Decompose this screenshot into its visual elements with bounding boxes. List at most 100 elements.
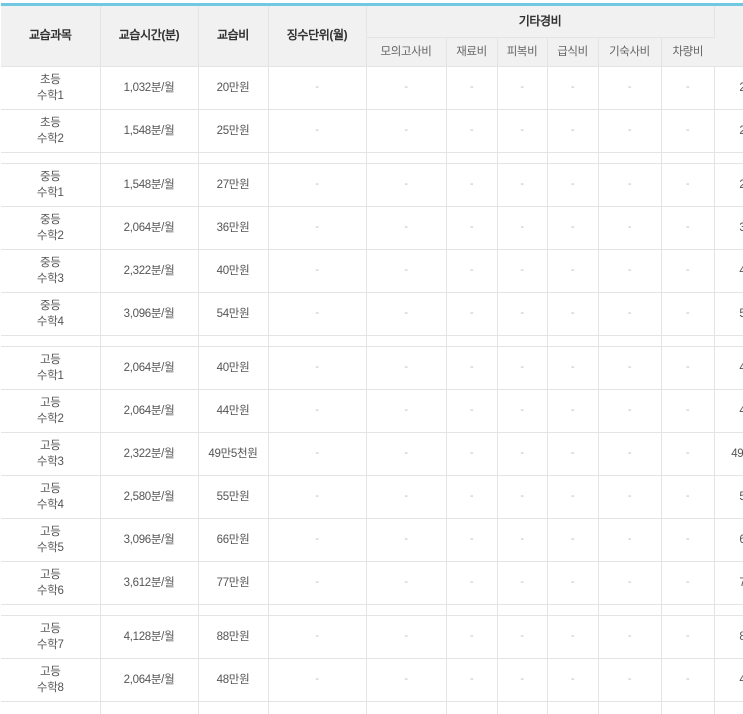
cell-unit: - (268, 109, 367, 153)
group-separator-cell (547, 152, 599, 164)
group-separator-row (1, 604, 743, 616)
cell-uniform-fee: - (497, 163, 548, 207)
cell-vehicle-fee: - (661, 109, 715, 153)
cell-vehicle-fee: - (661, 389, 715, 433)
group-separator-cell (366, 152, 447, 164)
cell-material-fee: - (446, 249, 498, 293)
cell-vehicle-fee: - (661, 658, 715, 702)
cell-material-fee: - (446, 389, 498, 433)
cell-vehicle-fee: - (661, 432, 715, 476)
group-separator-cell (100, 335, 199, 347)
cell-unit: - (268, 389, 367, 433)
cell-hours: 2,322분/월 (100, 249, 199, 293)
cell-unit: - (268, 518, 367, 562)
cell-uniform-fee: - (497, 432, 548, 476)
group-separator-cell (497, 335, 548, 347)
cell-vehicle-fee: - (661, 292, 715, 336)
tuition-fee-table: 교습과목 교습시간(분) 교습비 징수단위(월) 기타경비 합계 모의고사비 재… (1, 3, 743, 714)
cell-subject: 고등 수학3 (1, 432, 101, 476)
cell-material-fee: - (446, 206, 498, 250)
cell-meal-fee: - (547, 475, 599, 519)
column-header-meal-fee: 급식비 (547, 37, 599, 67)
cell-uniform-fee: - (497, 658, 548, 702)
group-separator-cell (198, 152, 269, 164)
cell-subject: 중등 수학4 (1, 292, 101, 336)
cell-dormitory-fee: - (598, 292, 662, 336)
table-cell-partial (661, 701, 715, 714)
cell-uniform-fee: - (497, 109, 548, 153)
cell-uniform-fee: - (497, 475, 548, 519)
cell-mock-exam-fee: - (366, 658, 447, 702)
cell-meal-fee: - (547, 66, 599, 110)
cell-meal-fee: - (547, 615, 599, 659)
cell-total: 44만원 (714, 389, 743, 433)
cell-vehicle-fee: - (661, 249, 715, 293)
cell-mock-exam-fee: - (366, 475, 447, 519)
cell-unit: - (268, 432, 367, 476)
cell-subject: 고등 수학7 (1, 615, 101, 659)
cell-material-fee: - (446, 561, 498, 605)
cell-unit: - (268, 292, 367, 336)
cell-meal-fee: - (547, 109, 599, 153)
cell-vehicle-fee: - (661, 615, 715, 659)
cell-meal-fee: - (547, 292, 599, 336)
cell-uniform-fee: - (497, 292, 548, 336)
cell-subject: 초등 수학2 (1, 109, 101, 153)
group-separator-cell (714, 152, 743, 164)
cell-mock-exam-fee: - (366, 109, 447, 153)
column-header-extra-group: 기타경비 (366, 4, 715, 38)
cell-subject: 중등 수학3 (1, 249, 101, 293)
cell-meal-fee: - (547, 432, 599, 476)
header-row-main: 교습과목 교습시간(분) 교습비 징수단위(월) 기타경비 합계 (1, 4, 743, 67)
group-separator-cell (661, 604, 715, 616)
cell-total: 77만원 (714, 561, 743, 605)
cell-uniform-fee: - (497, 206, 548, 250)
cell-unit: - (268, 475, 367, 519)
cell-meal-fee: - (547, 163, 599, 207)
cell-total: 25만원 (714, 109, 743, 153)
cell-material-fee: - (446, 109, 498, 153)
cell-fee: 40만원 (198, 346, 269, 390)
cell-vehicle-fee: - (661, 518, 715, 562)
cell-meal-fee: - (547, 389, 599, 433)
cell-subject: 고등 수학8 (1, 658, 101, 702)
cell-uniform-fee: - (497, 346, 548, 390)
cell-total: 48만원 (714, 658, 743, 702)
cell-unit: - (268, 163, 367, 207)
cell-material-fee: - (446, 518, 498, 562)
cell-dormitory-fee: - (598, 615, 662, 659)
cell-mock-exam-fee: - (366, 615, 447, 659)
cell-hours: 2,580분/월 (100, 475, 199, 519)
cell-unit: - (268, 615, 367, 659)
cell-hours: 3,096분/월 (100, 292, 199, 336)
cell-mock-exam-fee: - (366, 206, 447, 250)
group-separator-cell (446, 152, 498, 164)
cell-unit: - (268, 249, 367, 293)
table-cell-partial (100, 701, 199, 714)
group-separator-cell (497, 604, 548, 616)
cell-vehicle-fee: - (661, 346, 715, 390)
cell-fee: 49만5천원 (198, 432, 269, 476)
cell-fee: 36만원 (198, 206, 269, 250)
group-separator-cell (547, 604, 599, 616)
cell-material-fee: - (446, 163, 498, 207)
cell-fee: 48만원 (198, 658, 269, 702)
table-cell-partial (1, 701, 101, 714)
cell-fee: 40만원 (198, 249, 269, 293)
cell-mock-exam-fee: - (366, 432, 447, 476)
group-separator-cell (366, 604, 447, 616)
table-header: 교습과목 교습시간(분) 교습비 징수단위(월) 기타경비 합계 모의고사비 재… (1, 4, 743, 67)
cell-dormitory-fee: - (598, 658, 662, 702)
column-header-fee: 교습비 (198, 4, 269, 67)
cell-total: 20만원 (714, 66, 743, 110)
cell-fee: 20만원 (198, 66, 269, 110)
group-separator-cell (446, 604, 498, 616)
group-separator-cell (661, 335, 715, 347)
